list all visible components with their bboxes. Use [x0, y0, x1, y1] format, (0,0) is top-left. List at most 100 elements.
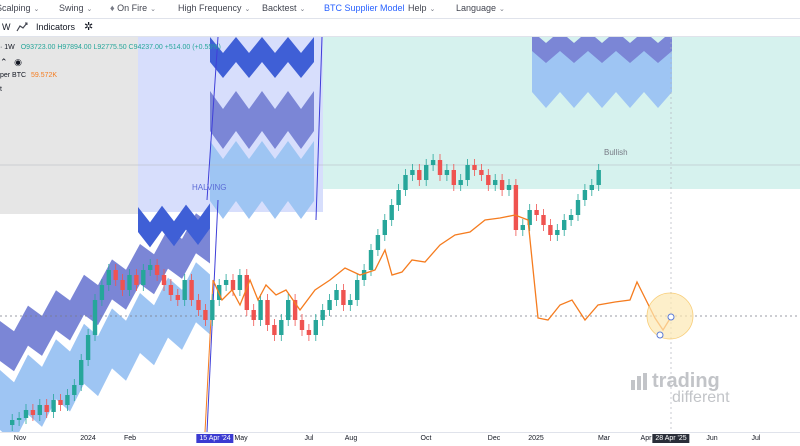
settings-gear-icon[interactable]: ✲: [84, 21, 94, 33]
chevron-down-icon[interactable]: ⌃: [0, 57, 8, 67]
candle: [327, 300, 332, 310]
candle: [596, 170, 601, 185]
candle: [334, 290, 339, 300]
nav-help[interactable]: Help ⌄: [408, 3, 436, 13]
chevron-down-icon: ⌄: [33, 6, 40, 13]
candle: [148, 265, 153, 270]
halving-line-right: [315, 36, 323, 221]
candle: [472, 165, 477, 170]
chart-canvas[interactable]: HALVING Bullish: [0, 31, 800, 443]
x-tick: Mar: [597, 435, 611, 442]
candle: [258, 300, 263, 320]
candle: [161, 275, 167, 285]
candle: [65, 395, 70, 405]
candle: [79, 360, 84, 385]
candle: [37, 405, 42, 415]
band-mid: [0, 213, 210, 372]
candle: [313, 320, 318, 335]
nav-backtest[interactable]: Backtest ⌄: [262, 3, 306, 13]
watermark-line2: different: [672, 389, 730, 406]
candle: [10, 420, 15, 425]
candle: [527, 210, 532, 225]
candle: [520, 225, 525, 230]
chart-type-icon[interactable]: [16, 22, 28, 34]
supplier-bands-upper: [210, 31, 672, 219]
candle: [58, 400, 63, 405]
candle: [375, 235, 381, 250]
time-axis[interactable]: Nov 2024 Feb 15 Apr '24 May Jul Aug Oct …: [0, 432, 800, 446]
eye-icon[interactable]: ◉: [14, 57, 22, 67]
candle: [389, 205, 394, 220]
nav-on-fire[interactable]: ♦ On Fire ⌄: [110, 3, 156, 13]
candle: [106, 270, 111, 285]
candle: [382, 220, 387, 235]
legend-row-indicator: per BTC 59.572K: [0, 72, 57, 79]
x-tick-halving-marker: 15 Apr '24: [196, 434, 234, 443]
nav-high-frequency[interactable]: High Frequency ⌄: [178, 3, 251, 13]
candle: [348, 300, 353, 305]
candle: [182, 280, 187, 300]
candle: [424, 165, 429, 180]
x-tick: Aug: [344, 435, 358, 442]
candle: [196, 300, 201, 310]
x-tick: 2024: [80, 435, 96, 442]
candle: [562, 220, 567, 230]
nav-language[interactable]: Language ⌄: [456, 3, 505, 13]
band-dark: [210, 37, 314, 78]
x-tick: Dec: [487, 435, 501, 442]
candle: [244, 275, 249, 310]
x-tick: Feb: [123, 435, 137, 442]
candle: [237, 275, 243, 290]
nav-swing[interactable]: Swing ⌄: [59, 3, 93, 13]
candle: [589, 185, 594, 190]
supplier-model-line: [212, 214, 672, 332]
legend-interval: · 1W: [0, 44, 15, 51]
nav-btc-supplier-model[interactable]: BTC Supplier Model: [324, 3, 405, 13]
chevron-down-icon: ⌄: [429, 6, 436, 13]
candle: [417, 170, 422, 180]
candle: [175, 295, 180, 300]
legend-row-third: t: [0, 86, 2, 93]
watermark: trading different: [630, 370, 730, 407]
candle: [230, 280, 236, 290]
candle: [72, 385, 77, 395]
candle: [120, 280, 125, 290]
candle: [154, 265, 160, 275]
indicators-button[interactable]: Indicators: [36, 22, 76, 32]
candle: [479, 170, 484, 175]
candle: [320, 310, 325, 320]
candle: [16, 418, 22, 420]
x-tick: May: [234, 435, 248, 442]
candle: [575, 200, 581, 215]
candle: [210, 300, 215, 320]
candle: [30, 410, 36, 415]
candle: [341, 290, 346, 305]
chart-toolbar: W Indicators ✲: [0, 19, 800, 37]
candle: [568, 215, 574, 220]
interval-button[interactable]: W: [2, 22, 11, 32]
candle: [141, 270, 146, 285]
cursor-point[interactable]: [667, 313, 675, 321]
nav-scalping[interactable]: Scalping⌄: [0, 3, 40, 13]
candle: [499, 180, 505, 190]
candle: [355, 280, 360, 300]
candle: [361, 270, 367, 280]
watermark-line1: trading: [652, 370, 720, 392]
candle: [458, 180, 463, 185]
supplier-bands-lower: [0, 203, 210, 443]
candle: [306, 330, 312, 335]
halving-line: [206, 36, 219, 201]
candle: [582, 190, 588, 200]
candle: [223, 280, 229, 285]
bullish-label: Bullish: [604, 148, 628, 157]
chevron-down-icon: ⌄: [299, 6, 306, 13]
candle: [265, 300, 270, 325]
candle: [203, 310, 208, 320]
price-chart[interactable]: HALVING Bullish · 1W O93723.00 H97894.00…: [0, 31, 800, 443]
candle: [44, 405, 49, 412]
candles: [10, 154, 601, 431]
drag-handle[interactable]: [656, 331, 664, 339]
candle: [541, 215, 546, 225]
x-tick: Nov: [13, 435, 27, 442]
x-tick: Oct: [420, 435, 432, 442]
